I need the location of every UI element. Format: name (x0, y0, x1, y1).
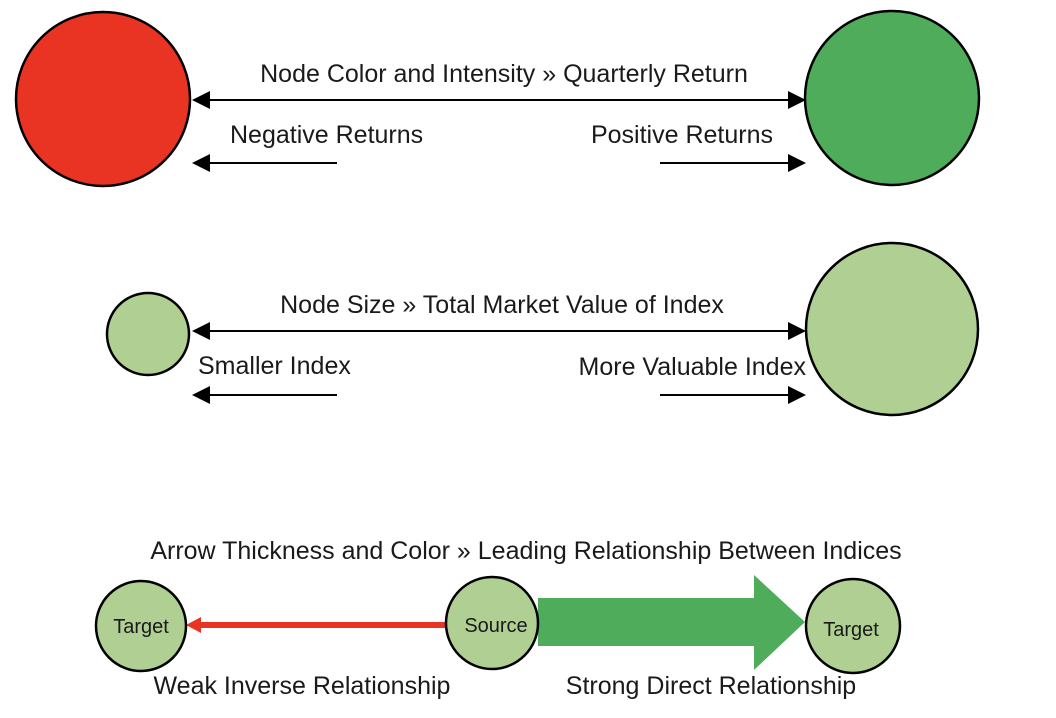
smaller-index-node (105, 291, 191, 377)
arrow-legend-section: Arrow Thickness and Color » Leading Rela… (94, 537, 902, 700)
color-scale-arrow-left-head (192, 91, 210, 109)
size-scale-arrow-left-head (192, 322, 210, 340)
left-target-label: Target (113, 616, 169, 638)
negative-returns-label: Negative Returns (230, 121, 423, 149)
source-label: Source (464, 615, 527, 637)
size-scale-arrow-right-head (788, 322, 806, 340)
left-target-node (94, 579, 188, 673)
color-legend-section: Node Color and Intensity » Quarterly Ret… (14, 9, 981, 188)
smaller-index-label: Smaller Index (198, 352, 351, 380)
right-target-node (804, 577, 902, 675)
right-target-label: Target (823, 619, 879, 641)
arrow-legend-title: Arrow Thickness and Color » Leading Rela… (150, 537, 901, 565)
color-scale-arrow-right-head (788, 91, 806, 109)
smaller-arrow-head (192, 386, 210, 404)
weak-inverse-arrow-head (186, 617, 201, 633)
valuable-index-node (804, 241, 980, 417)
size-legend-section: Node Size » Total Market Value of Index … (105, 241, 980, 417)
positive-returns-label: Positive Returns (591, 121, 773, 149)
valuable-arrow-head (788, 386, 806, 404)
strong-direct-arrow (538, 575, 805, 670)
weak-inverse-label: Weak Inverse Relationship (154, 672, 451, 700)
valuable-index-label: More Valuable Index (579, 353, 807, 381)
source-node (444, 575, 540, 671)
negative-arrow-head (192, 154, 210, 172)
positive-return-node (803, 9, 981, 187)
color-legend-title: Node Color and Intensity » Quarterly Ret… (260, 60, 748, 88)
strong-direct-label: Strong Direct Relationship (566, 672, 856, 700)
positive-arrow-head (788, 154, 806, 172)
size-legend-title: Node Size » Total Market Value of Index (280, 291, 724, 319)
negative-return-node (14, 10, 192, 188)
